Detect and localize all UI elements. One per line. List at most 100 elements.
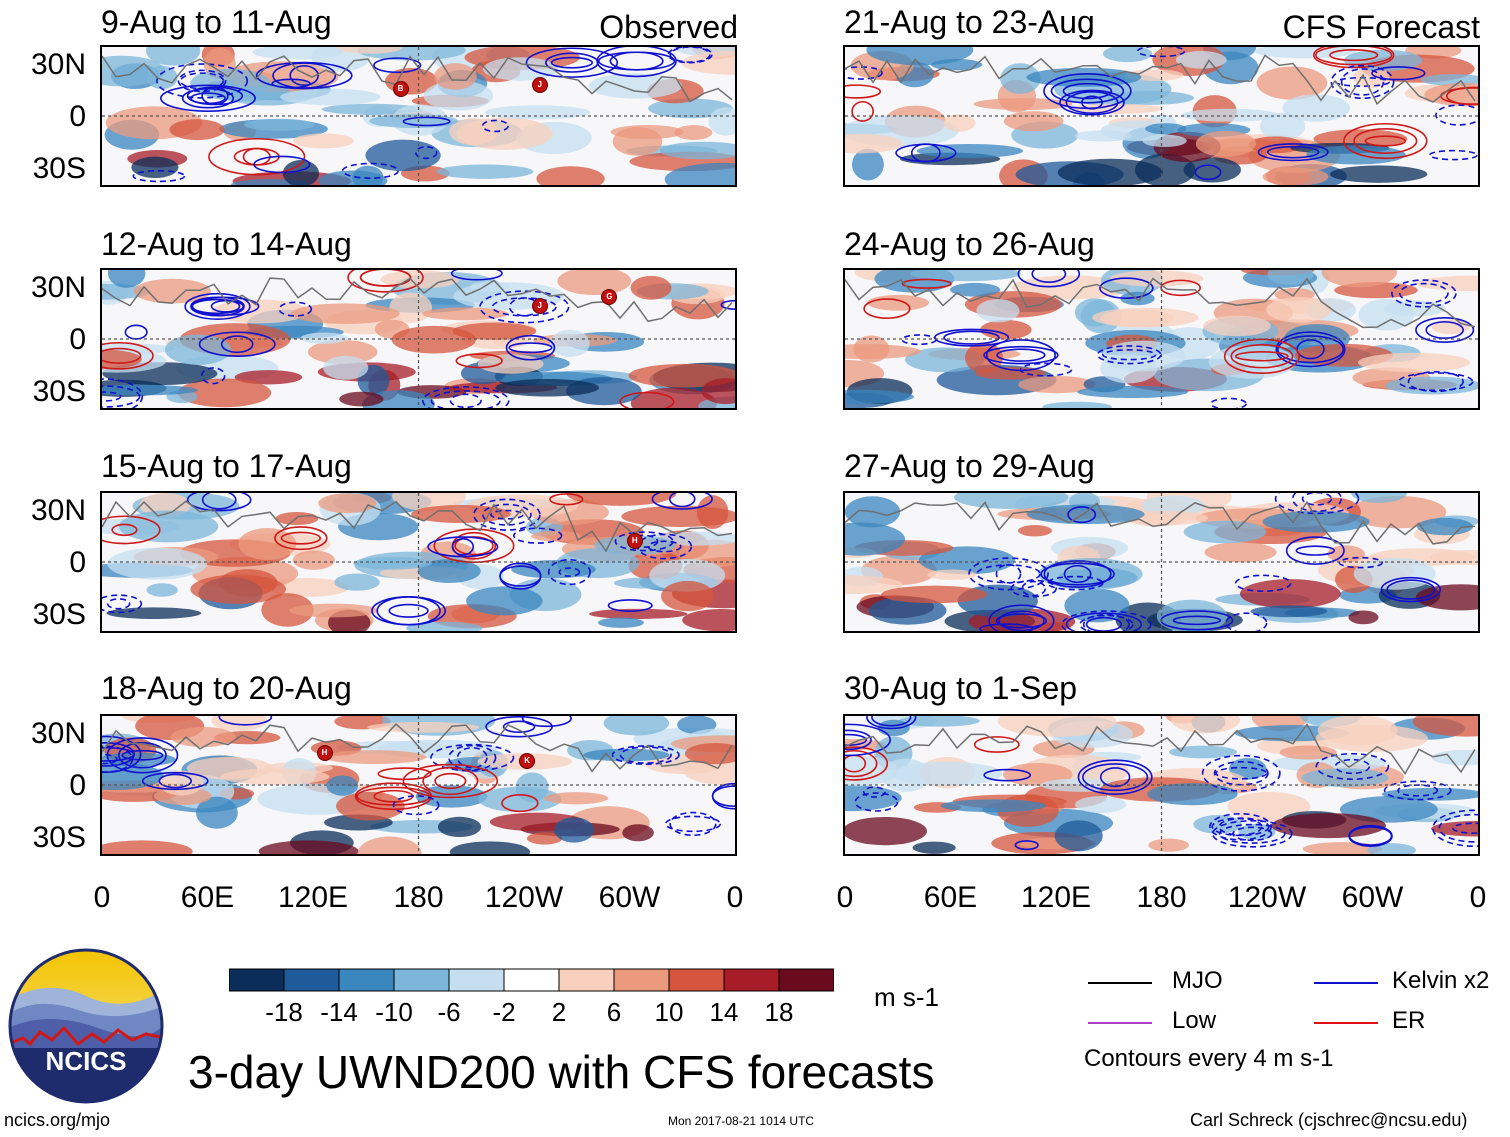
anomaly-shading [1195,130,1256,157]
x-tick-label: 0 [726,881,744,914]
wave-contour [102,753,118,765]
wave-contour [501,794,539,813]
wave-contour [102,515,161,545]
legend-label-mjo: MJO [1172,967,1223,994]
anomaly-shading [1017,525,1052,537]
anomaly-shading [866,47,974,66]
anomaly-shading [323,355,369,380]
x-tick-label: 0 [93,881,111,914]
coastline [845,723,1476,776]
anomaly-shading [1074,796,1127,813]
colorbar-swatch [283,968,340,992]
wave-contour [1348,824,1393,848]
y-tick-label: 30S [32,375,86,408]
wave-contour [1194,164,1222,181]
anomaly-shading [1026,504,1145,525]
colorbar-tick-label: -18 [265,997,303,1027]
wave-contour [186,86,244,106]
anomaly-shading [449,841,531,854]
anomaly-shading [868,596,947,625]
wave-contour [102,741,135,767]
wave-contour [998,610,1045,631]
anomaly-shading [1204,542,1277,563]
anomaly-shading [659,141,735,160]
anomaly-shading [511,560,596,579]
wave-contour [1063,564,1092,584]
wave-contour [430,743,515,772]
wave-contour [651,493,713,510]
anomaly-shading [845,133,903,154]
anomaly-shading [544,792,609,805]
wave-contour [547,558,591,586]
wave-contour [1295,545,1336,556]
anomaly-shading [365,139,441,172]
colorbar-swatch [393,968,450,992]
wave-contour [1386,579,1436,600]
panel-title: 15-Aug to 17-Aug [101,448,352,484]
colorbar-swatch [503,968,560,992]
anomaly-shading [684,742,735,765]
wave-contour [669,493,696,508]
wave-contour [1452,822,1478,834]
wave-contour [1330,64,1395,100]
wave-contour [996,348,1046,362]
anomaly-shading [478,786,562,812]
wave-contour [968,557,1049,591]
legend-label-er: ER [1392,1007,1426,1034]
colorbar-tick-label: -2 [492,997,516,1027]
wave-contour [1415,317,1475,344]
colorbar-swatch [558,968,615,992]
colorbar-tick-label: 10 [654,997,684,1027]
wave-contour [102,378,144,408]
anomaly-shading [1171,716,1241,734]
wave-contour [1136,47,1186,58]
anomaly-shading [190,68,271,99]
wave-contour [1019,362,1073,377]
forecast-map-panel [843,45,1480,187]
coastline [102,723,733,773]
storm-marker-icon: H [316,744,333,761]
wave-contour [186,493,252,512]
wave-contour [1099,767,1131,788]
forecast-label: CFS Forecast [1282,9,1480,45]
anomaly-shading [323,750,427,764]
wave-contour [720,299,735,310]
anomaly-shading [353,556,432,570]
wave-contour [376,596,441,626]
wave-contour [973,736,1020,753]
wave-contour [347,270,424,293]
wave-contour [255,61,353,90]
anomaly-shading [164,334,232,365]
panel-title: 21-Aug to 23-Aug [844,4,1095,40]
anomaly-shading [1348,610,1379,625]
anomaly-shading [881,585,988,604]
anomaly-shading [1169,745,1237,759]
anomaly-shading [290,303,400,324]
wave-contour [845,66,883,80]
anomaly-shading [549,329,590,358]
anomaly-shading [389,292,433,323]
anomaly-shading [318,493,377,514]
anomaly-shading [980,320,1032,340]
anomaly-shading [589,608,688,619]
wave-contour [278,301,313,317]
anomaly-shading [1353,557,1436,590]
anomaly-shading [177,378,272,408]
footer-credit: Carl Schreck (cjschrec@ncsu.edu) [1190,1110,1468,1130]
anomaly-shading [1018,375,1096,394]
footer-url[interactable]: ncics.org/mjo [4,1110,111,1130]
wave-contour [1046,575,1104,591]
anomaly-shading [1003,111,1064,132]
panel-title: 27-Aug to 29-Aug [844,448,1095,484]
anomaly-shading [526,832,563,845]
anomaly-shading [1321,270,1397,288]
anomaly-shading [1250,605,1328,618]
wave-contour [1275,331,1346,368]
wave-contour [845,729,872,751]
storm-marker-icon: K [519,753,536,770]
wave-contour [1017,270,1081,288]
wave-contour [208,137,306,176]
anomaly-shading [531,531,582,542]
coastline [845,277,1476,329]
anomaly-shading [102,762,164,790]
